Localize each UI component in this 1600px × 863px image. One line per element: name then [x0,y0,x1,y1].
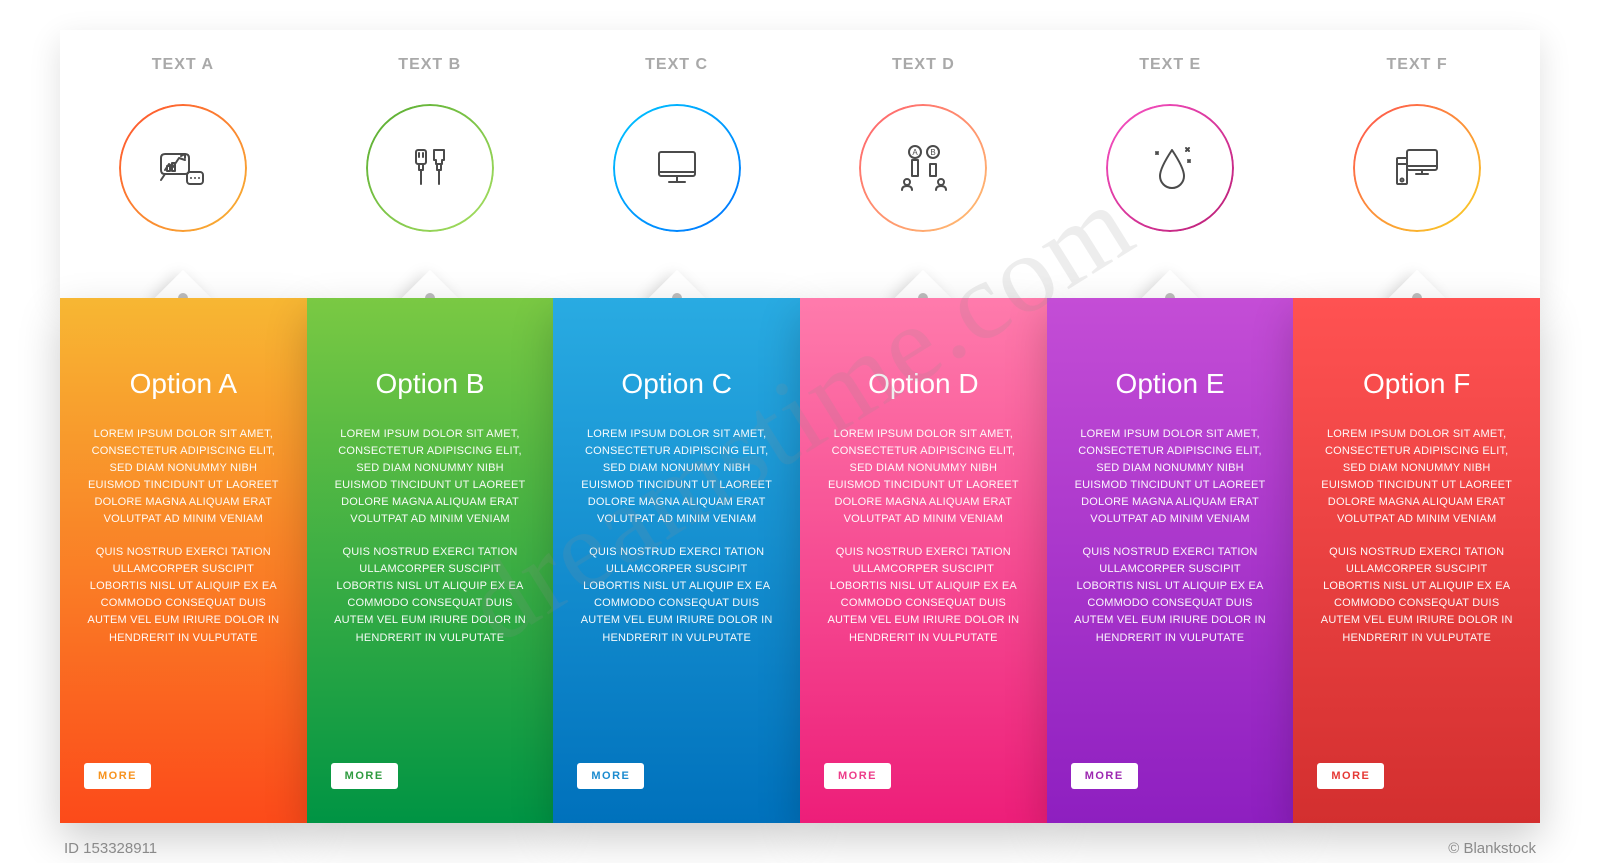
watermark-id: ID 153328911 [64,840,157,857]
option-title-f: Option F [1363,368,1470,400]
option-body1-e: Lorem ipsum dolor sit amet, consectetur … [1071,426,1270,528]
option-body2-d: Quis nostrud exerci tation ullamcorper s… [824,544,1023,646]
top-cell-e: TEXT E [1046,30,1293,298]
option-body2-f: Quis nostrud exerci tation ullamcorper s… [1317,544,1516,646]
more-button-e[interactable]: MORE [1071,763,1138,789]
computer-icon [1389,140,1445,196]
icon-ring-c [613,104,741,232]
top-label-c: TEXT C [645,56,708,74]
option-body2-a: Quis nostrud exerci tation ullamcorper s… [84,544,283,646]
more-button-c[interactable]: MORE [577,763,644,789]
option-column-c: Option C Lorem ipsum dolor sit amet, cons… [553,298,800,823]
top-label-f: TEXT F [1387,56,1448,74]
option-title-e: Option E [1116,368,1225,400]
cables-icon [402,140,458,196]
more-button-d[interactable]: MORE [824,763,891,789]
icon-ring-b [366,104,494,232]
top-cell-a: TEXT A [60,30,306,298]
icon-ring-e [1106,104,1234,232]
top-cell-f: TEXT F [1293,30,1540,298]
option-column-a: Option A Lorem ipsum dolor sit amet, cons… [60,298,307,823]
top-label-d: TEXT D [892,56,955,74]
icon-ring-a [119,104,247,232]
icon-ring-d: A B [859,104,987,232]
option-body2-c: Quis nostrud exerci tation ullamcorper s… [577,544,776,646]
top-strip: TEXT A TEXT B TEXT C [60,30,1540,298]
svg-text:A: A [913,148,919,157]
more-button-a[interactable]: MORE [84,763,151,789]
top-label-a: TEXT A [152,56,214,74]
infographic-stage: TEXT A TEXT B TEXT C [0,0,1600,863]
ab-testing-icon: A B [895,140,951,196]
option-body1-c: Lorem ipsum dolor sit amet, consectetur … [577,426,776,528]
top-cell-b: TEXT B [306,30,553,298]
option-title-c: Option C [621,368,732,400]
option-title-b: Option B [376,368,485,400]
option-title-a: Option A [130,368,237,400]
option-column-d: Option D Lorem ipsum dolor sit amet, cons… [800,298,1047,823]
icon-ring-f [1353,104,1481,232]
accounting-chart-icon [155,140,211,196]
option-body1-a: Lorem ipsum dolor sit amet, consectetur … [84,426,283,528]
option-column-f: Option F Lorem ipsum dolor sit amet, cons… [1293,298,1540,823]
watermark-author: © Blankstock [1448,840,1536,857]
option-title-d: Option D [868,368,979,400]
more-button-b[interactable]: MORE [331,763,398,789]
top-label-e: TEXT E [1139,56,1201,74]
monitor-icon [649,140,705,196]
option-column-e: Option E Lorem ipsum dolor sit amet, cons… [1047,298,1294,823]
top-cell-d: TEXT D A B [799,30,1046,298]
option-body1-f: Lorem ipsum dolor sit amet, consectetur … [1317,426,1516,528]
top-cell-c: TEXT C [553,30,800,298]
option-body1-d: Lorem ipsum dolor sit amet, consectetur … [824,426,1023,528]
option-columns: Option A Lorem ipsum dolor sit amet, cons… [60,298,1540,823]
option-body2-e: Quis nostrud exerci tation ullamcorper s… [1071,544,1270,646]
more-button-f[interactable]: MORE [1317,763,1384,789]
option-body1-b: Lorem ipsum dolor sit amet, consectetur … [331,426,530,528]
option-body2-b: Quis nostrud exerci tation ullamcorper s… [331,544,530,646]
option-column-b: Option B Lorem ipsum dolor sit amet, cons… [307,298,554,823]
svg-text:B: B [931,148,936,157]
water-drops-icon [1142,140,1198,196]
top-label-b: TEXT B [398,56,461,74]
